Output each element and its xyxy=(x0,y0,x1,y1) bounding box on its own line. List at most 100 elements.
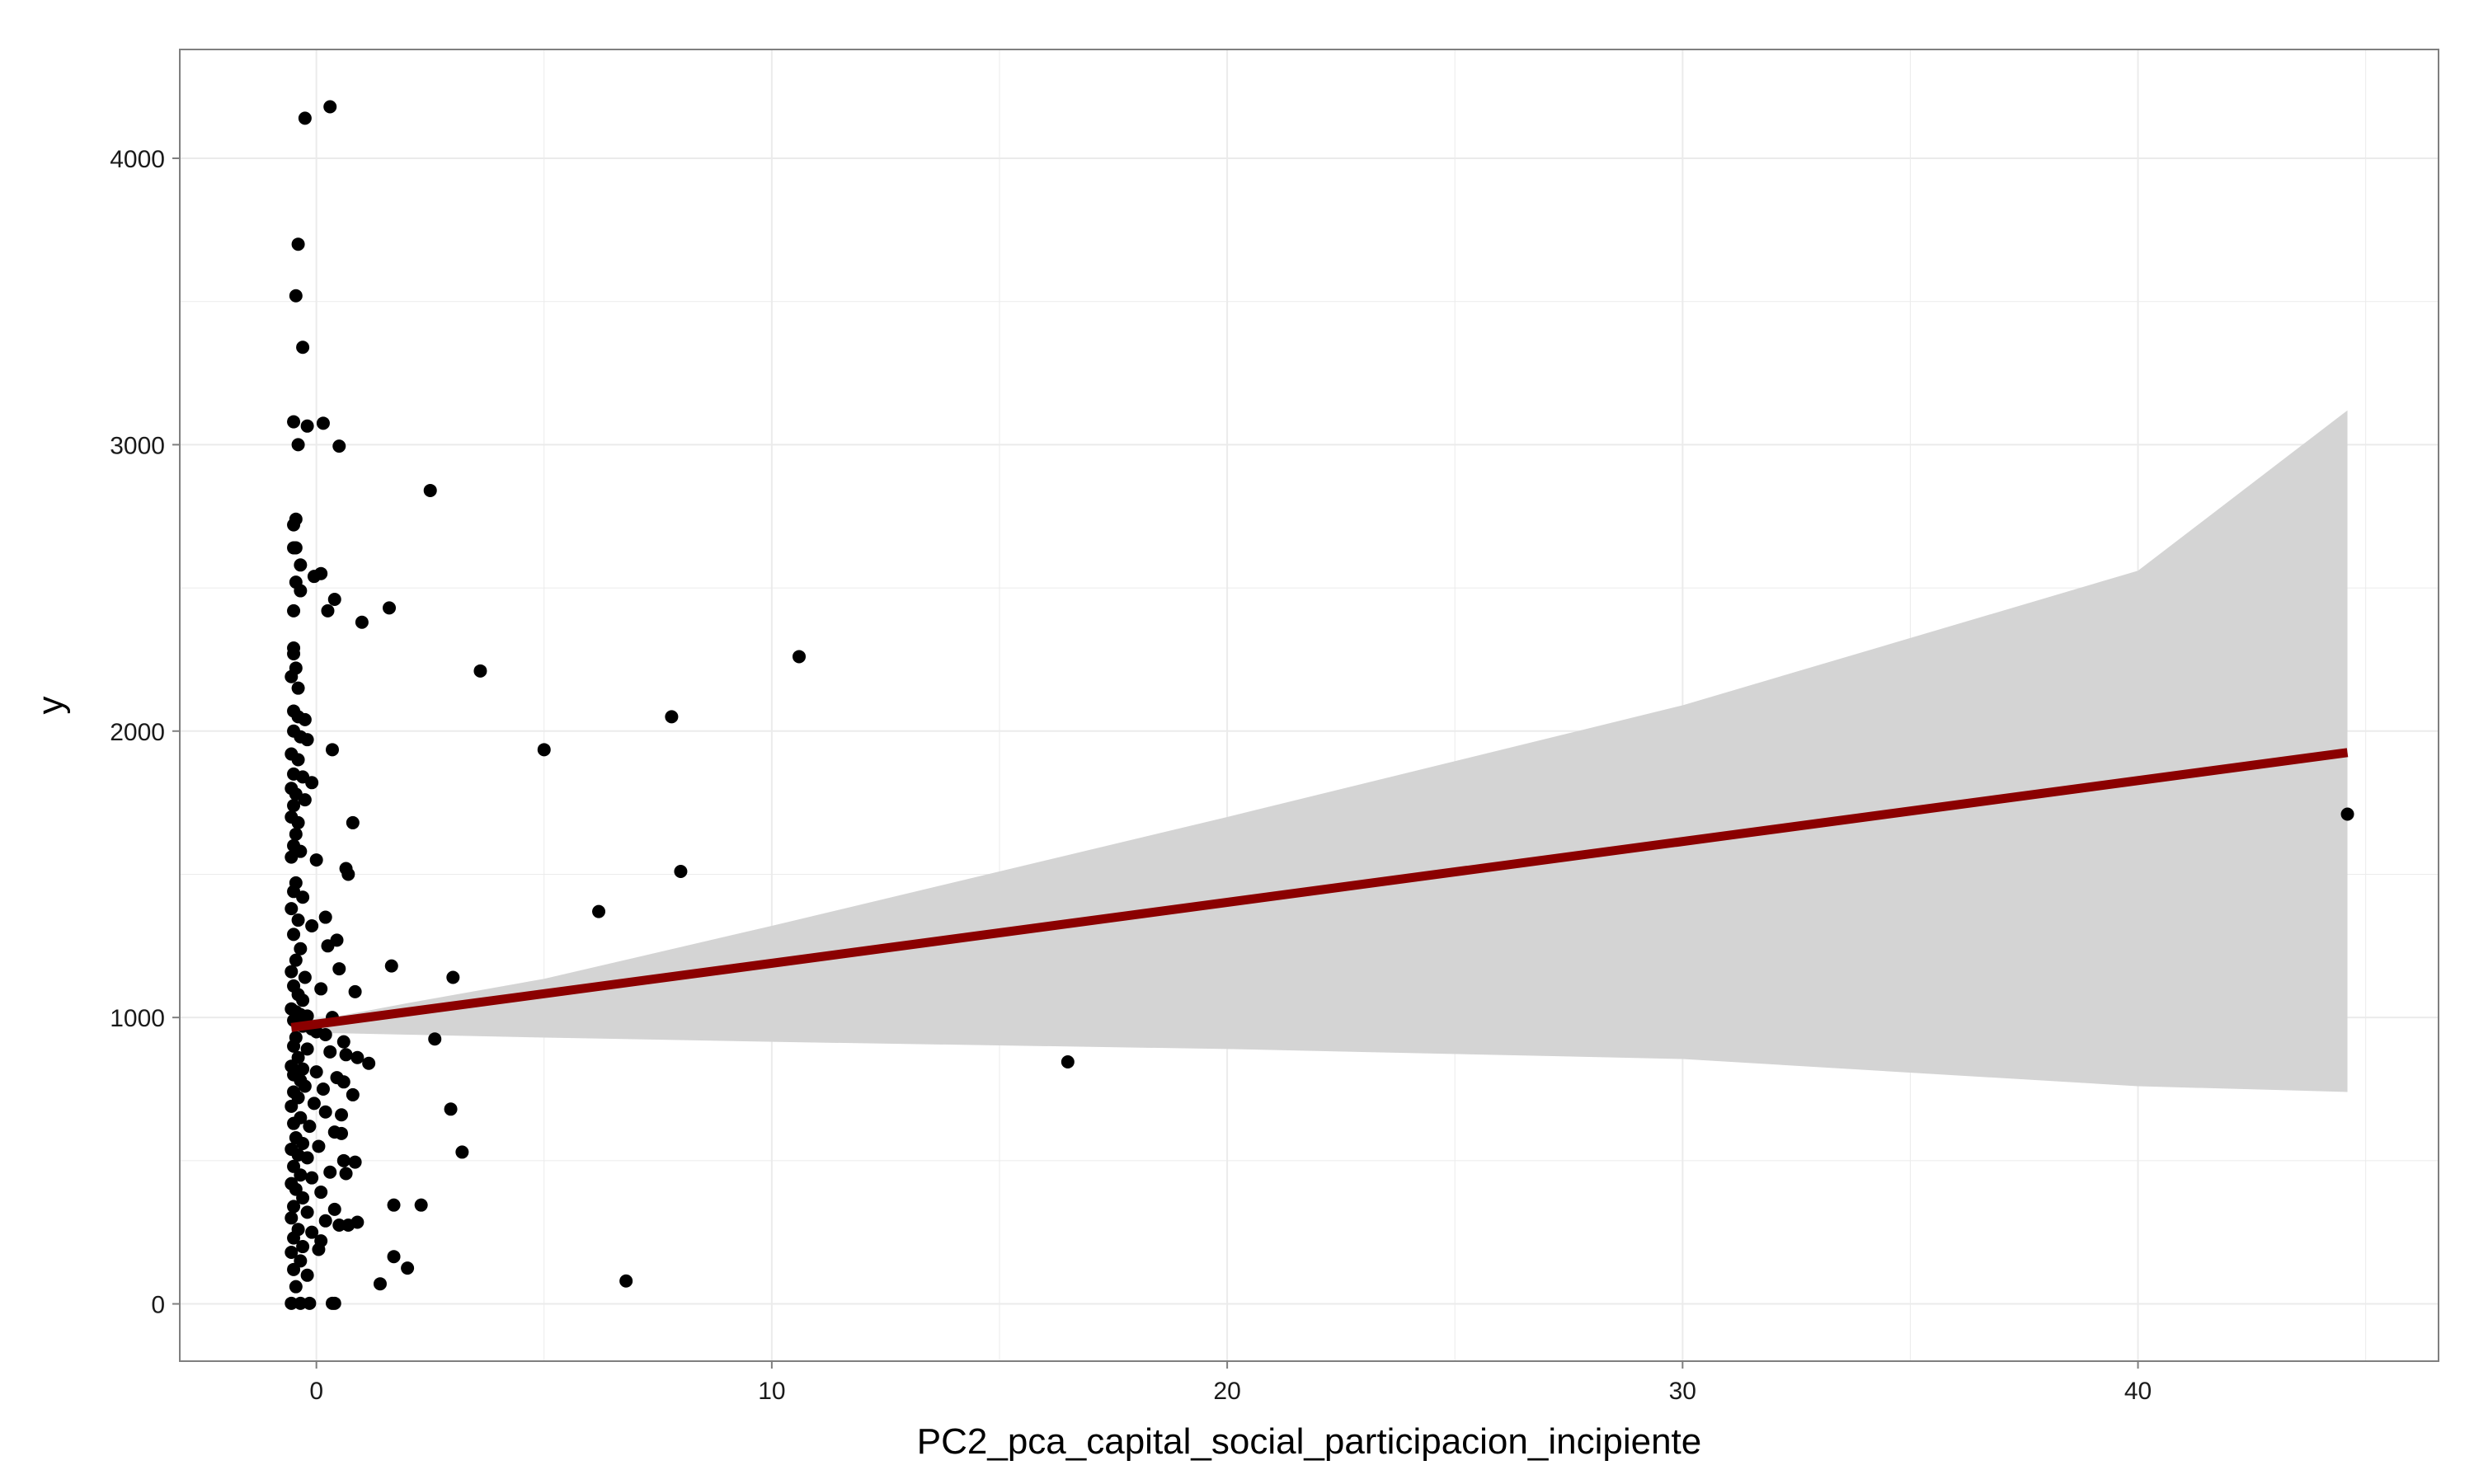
data-point xyxy=(291,753,305,767)
data-point xyxy=(287,1039,301,1053)
data-point xyxy=(339,1167,353,1181)
data-point xyxy=(348,1155,362,1169)
y-axis-ticks: 0 1000 2000 3000 4000 xyxy=(110,146,180,1319)
data-point xyxy=(401,1261,415,1275)
data-point xyxy=(1061,1054,1075,1068)
data-point xyxy=(336,1153,350,1167)
data-point xyxy=(285,965,299,979)
data-point xyxy=(298,111,312,125)
data-point xyxy=(294,558,308,572)
data-point xyxy=(307,570,321,584)
data-point xyxy=(287,928,301,942)
data-point xyxy=(300,1205,314,1219)
data-point xyxy=(285,1099,299,1113)
data-point xyxy=(303,1120,317,1134)
x-tick-label: 0 xyxy=(309,1378,323,1405)
data-point xyxy=(428,1032,442,1046)
data-point xyxy=(289,289,303,303)
data-point xyxy=(300,1009,314,1023)
x-tick-label: 40 xyxy=(2124,1378,2152,1405)
data-point xyxy=(332,1218,346,1232)
data-point xyxy=(335,1126,349,1140)
data-point xyxy=(312,1242,326,1256)
data-point xyxy=(294,584,308,598)
data-point xyxy=(296,1136,310,1150)
data-point xyxy=(321,603,335,618)
data-point xyxy=(387,1198,401,1212)
data-point xyxy=(300,419,314,433)
y-tick-label: 4000 xyxy=(110,146,165,173)
data-point xyxy=(296,993,310,1007)
data-point xyxy=(287,415,301,429)
data-point xyxy=(335,1108,349,1122)
data-point xyxy=(300,733,314,747)
x-axis-ticks: 0 10 20 30 40 xyxy=(309,1361,2152,1405)
data-point xyxy=(341,867,355,881)
data-point xyxy=(473,664,487,678)
data-point xyxy=(355,615,369,629)
x-tick-label: 10 xyxy=(758,1378,785,1405)
data-point xyxy=(287,646,301,660)
data-point xyxy=(296,1240,310,1254)
data-point xyxy=(387,1250,401,1264)
data-point xyxy=(305,776,319,790)
data-point xyxy=(674,864,688,878)
data-point xyxy=(294,1168,308,1182)
data-point xyxy=(346,815,360,829)
data-point xyxy=(287,518,301,532)
data-point xyxy=(332,962,346,976)
data-point xyxy=(287,1262,301,1276)
data-point xyxy=(285,902,299,916)
data-point xyxy=(300,1042,314,1056)
data-point xyxy=(287,1200,301,1214)
data-point xyxy=(323,100,337,114)
data-point xyxy=(287,799,301,813)
data-point xyxy=(285,1296,299,1310)
data-point xyxy=(287,1231,301,1245)
data-point xyxy=(318,1105,332,1119)
data-point xyxy=(298,793,312,807)
x-axis-title: PC2_pca_capital_social_participacion_inc… xyxy=(917,1421,1702,1462)
data-point xyxy=(294,1296,308,1310)
data-point xyxy=(305,1225,319,1239)
data-point xyxy=(296,1190,310,1205)
data-point xyxy=(285,669,299,683)
y-tick-label: 2000 xyxy=(110,719,165,746)
y-tick-label: 3000 xyxy=(110,432,165,459)
data-point xyxy=(287,603,301,618)
data-point xyxy=(336,1075,350,1089)
data-point xyxy=(362,1056,376,1070)
data-point xyxy=(327,592,341,606)
data-point xyxy=(298,1079,312,1093)
data-point xyxy=(291,913,305,928)
data-point xyxy=(793,650,807,664)
data-point xyxy=(296,890,310,904)
data-point xyxy=(285,1245,299,1259)
data-point xyxy=(350,1050,365,1064)
data-point xyxy=(332,439,346,453)
data-point xyxy=(323,1045,337,1059)
data-point xyxy=(289,1280,303,1294)
data-point xyxy=(619,1274,633,1288)
y-tick-label: 1000 xyxy=(110,1005,165,1032)
y-axis-title: y xyxy=(31,697,71,715)
data-point xyxy=(592,904,606,918)
data-point xyxy=(296,340,310,355)
data-point xyxy=(348,984,362,998)
data-point xyxy=(446,970,460,984)
data-point xyxy=(285,850,299,864)
data-point xyxy=(291,438,305,452)
data-point xyxy=(291,237,305,251)
data-point xyxy=(339,1048,353,1062)
data-points xyxy=(285,100,2354,1310)
y-tick-label: 0 xyxy=(151,1292,165,1319)
data-point xyxy=(314,1186,328,1200)
data-point xyxy=(321,939,335,953)
data-point xyxy=(414,1198,428,1212)
data-point xyxy=(316,1082,330,1096)
data-point xyxy=(325,743,339,757)
data-point xyxy=(300,1151,314,1165)
data-point xyxy=(423,483,437,497)
data-point xyxy=(318,910,332,924)
data-point xyxy=(2340,807,2354,821)
